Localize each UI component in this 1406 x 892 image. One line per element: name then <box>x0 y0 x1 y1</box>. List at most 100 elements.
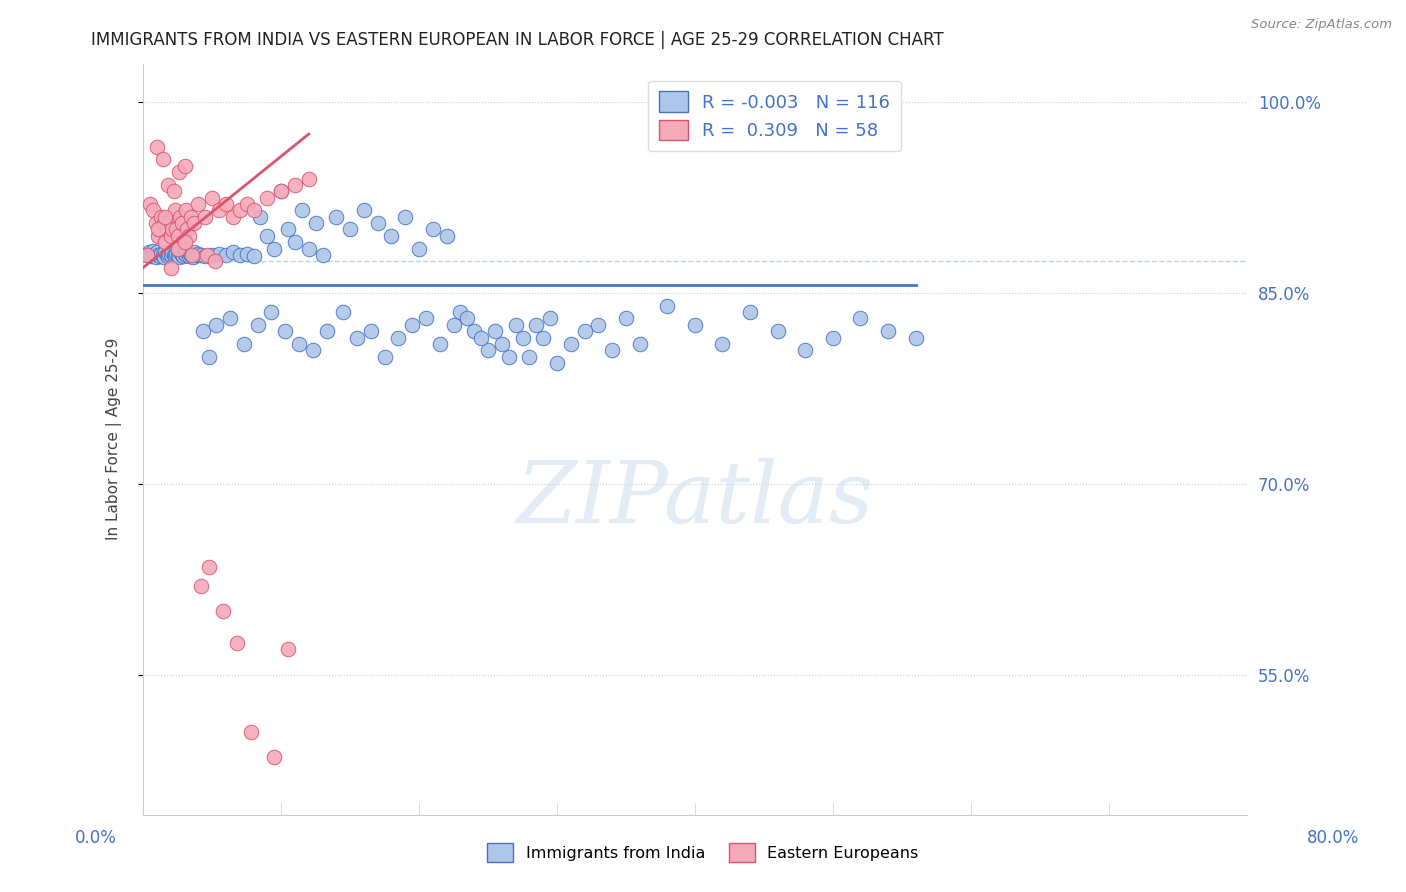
Point <box>170 248 193 262</box>
Point <box>194 249 217 263</box>
Point <box>160 222 183 236</box>
Point <box>436 228 458 243</box>
Point <box>456 311 478 326</box>
Point <box>229 203 252 218</box>
Point <box>277 642 299 657</box>
Point <box>794 343 817 358</box>
Text: 0.0%: 0.0% <box>75 829 117 847</box>
Point <box>160 245 183 260</box>
Point <box>138 245 160 260</box>
Point <box>191 324 214 338</box>
Point <box>212 604 235 618</box>
Point <box>167 242 190 256</box>
Point <box>560 337 582 351</box>
Point <box>136 248 159 262</box>
Point <box>505 318 527 332</box>
Point <box>302 343 325 358</box>
Point <box>360 324 382 338</box>
Point <box>172 235 194 249</box>
Point <box>353 203 375 218</box>
Point <box>249 210 271 224</box>
Point <box>181 248 204 262</box>
Point <box>187 246 209 260</box>
Point <box>614 311 637 326</box>
Point <box>877 324 900 338</box>
Point <box>143 248 166 262</box>
Point <box>208 246 231 260</box>
Point <box>160 260 183 275</box>
Point <box>588 318 610 332</box>
Point <box>683 318 706 332</box>
Point <box>152 248 174 262</box>
Point <box>204 254 226 268</box>
Point <box>600 343 623 358</box>
Point <box>159 216 181 230</box>
Point <box>167 165 190 179</box>
Point <box>387 330 409 344</box>
Point <box>284 235 307 249</box>
Point <box>380 228 402 243</box>
Point <box>152 153 174 167</box>
Point <box>298 171 321 186</box>
Point <box>491 337 513 351</box>
Point <box>263 750 285 764</box>
Point <box>546 356 568 370</box>
Point <box>141 249 163 263</box>
Point <box>181 251 204 265</box>
Point <box>332 305 354 319</box>
Point <box>408 242 430 256</box>
Point <box>463 324 485 338</box>
Point <box>183 216 205 230</box>
Point <box>222 245 245 260</box>
Point <box>298 242 321 256</box>
Point <box>229 248 252 262</box>
Point <box>205 318 228 332</box>
Point <box>180 248 202 262</box>
Point <box>443 318 465 332</box>
Point <box>711 337 734 351</box>
Point <box>256 228 278 243</box>
Point <box>139 246 162 260</box>
Point <box>156 222 179 236</box>
Point <box>176 245 198 260</box>
Point <box>157 249 180 263</box>
Point <box>821 330 844 344</box>
Point <box>311 248 333 262</box>
Point <box>142 244 165 258</box>
Point <box>146 245 169 260</box>
Point <box>145 251 167 265</box>
Point <box>394 210 416 224</box>
Point <box>155 235 177 249</box>
Point <box>470 330 492 344</box>
Point <box>165 246 187 260</box>
Point <box>150 210 173 224</box>
Point <box>315 324 337 338</box>
Point <box>215 248 238 262</box>
Point <box>531 330 554 344</box>
Point <box>219 311 242 326</box>
Point <box>263 242 285 256</box>
Point <box>146 222 169 236</box>
Point <box>657 299 679 313</box>
Point <box>256 191 278 205</box>
Point <box>169 245 191 260</box>
Point <box>153 210 176 224</box>
Point <box>180 210 202 224</box>
Point <box>291 203 314 218</box>
Point <box>165 222 187 236</box>
Point <box>153 216 176 230</box>
Point <box>415 311 437 326</box>
Point <box>174 248 197 262</box>
Point <box>195 248 218 262</box>
Point <box>190 248 212 262</box>
Point <box>260 305 283 319</box>
Point <box>374 350 396 364</box>
Point <box>235 197 257 211</box>
Point <box>512 330 534 344</box>
Point <box>136 248 159 262</box>
Point <box>904 330 927 344</box>
Point <box>157 178 180 192</box>
Point <box>166 248 188 262</box>
Legend: Immigrants from India, Eastern Europeans: Immigrants from India, Eastern Europeans <box>481 837 925 868</box>
Point <box>153 251 176 265</box>
